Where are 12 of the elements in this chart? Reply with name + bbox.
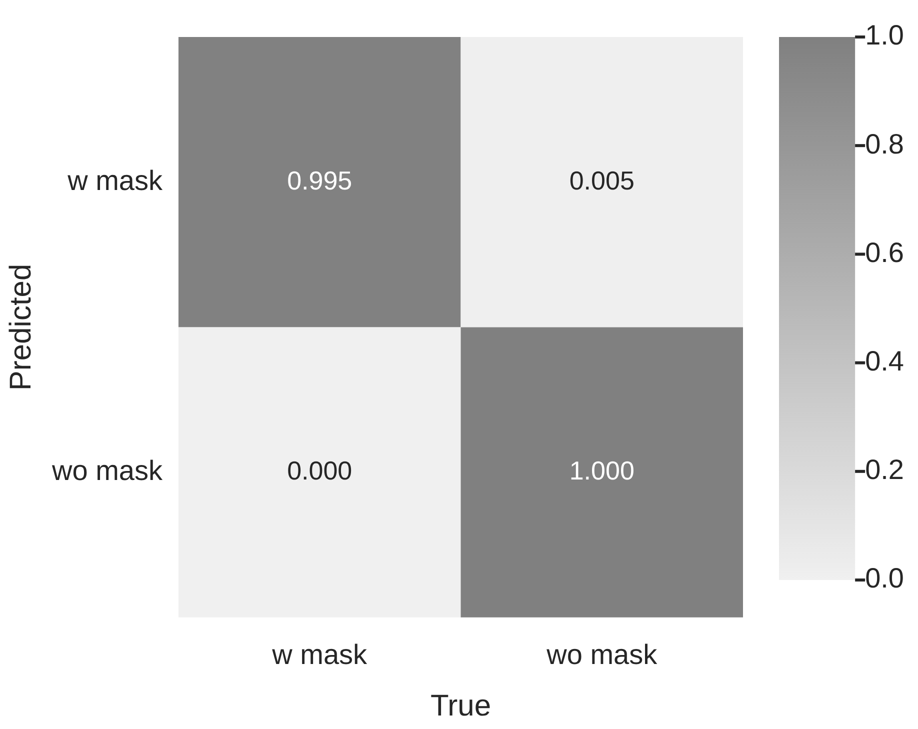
color-bar-label: 1.0 bbox=[865, 20, 904, 51]
color-bar-label: 0.2 bbox=[865, 454, 904, 486]
data-label: 0.000 bbox=[287, 455, 352, 486]
y-axis-title: Predicted bbox=[4, 264, 38, 391]
data-label: 1.000 bbox=[569, 455, 634, 486]
color-bar-label: 0.0 bbox=[865, 562, 904, 594]
color-bar-label: 0.6 bbox=[865, 236, 904, 268]
data-label: 0.005 bbox=[569, 165, 634, 196]
color-bar-label: 0.4 bbox=[865, 346, 904, 377]
data-label: 0.995 bbox=[287, 165, 352, 196]
x-axis-title: True bbox=[430, 689, 492, 722]
color-bar-label: 0.8 bbox=[865, 128, 904, 160]
